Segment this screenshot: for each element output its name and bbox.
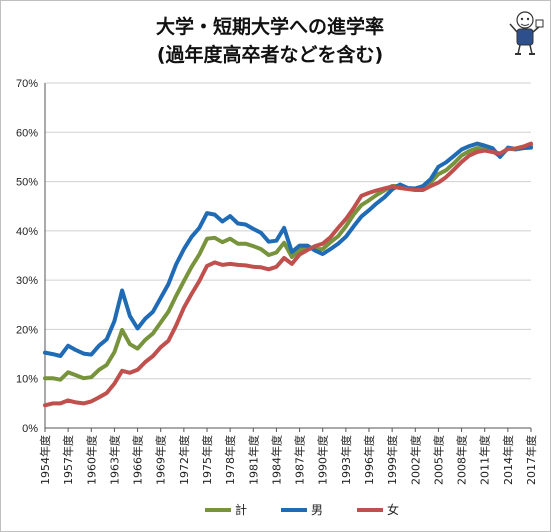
x-tick-label: 1981年度: [246, 435, 260, 485]
x-tick-label: 1987年度: [293, 435, 307, 485]
y-tick-label: 20%: [16, 324, 38, 336]
x-tick-label: 1960年度: [84, 435, 98, 485]
y-axis-ticks: 0% 10% 20% 30% 40% 50% 60% 70%: [16, 78, 38, 435]
y-tick-label: 50%: [16, 177, 38, 189]
mascot-icon: [509, 11, 544, 55]
x-tick-label: 1966年度: [131, 435, 145, 485]
x-axis-ticks: 1954年度 1957年度 1960年度 1963年度 1966年度 1969年度 1972…: [38, 428, 538, 485]
x-tick-label: 2005年度: [431, 435, 445, 485]
legend: 計男女: [205, 502, 399, 517]
x-tick-label: 2011年度: [478, 435, 492, 485]
x-tick-label: 1975年度: [200, 435, 214, 485]
x-tick-label: 1969年度: [154, 435, 168, 485]
x-tick-label: 1963年度: [107, 435, 121, 485]
x-tick-label: 1957年度: [61, 435, 75, 485]
x-tick-label: 2014年度: [501, 435, 515, 485]
axes: [44, 83, 531, 429]
y-tick-label: 30%: [16, 275, 38, 287]
series-line-1: [43, 141, 533, 358]
legend-label: 女: [387, 502, 399, 517]
x-tick-label: 2008年度: [455, 435, 469, 485]
gridlines: [45, 82, 531, 380]
legend-label: 計: [235, 502, 247, 517]
x-tick-label: 1972年度: [177, 435, 191, 485]
x-tick-label: 1954年度: [38, 435, 52, 485]
series-line-2: [43, 141, 533, 408]
x-tick-label: 1978年度: [223, 435, 237, 485]
x-tick-label: 1990年度: [316, 435, 330, 485]
legend-label: 男: [311, 503, 323, 517]
y-tick-label: 10%: [16, 374, 38, 386]
chart-title: 大学・短期大学への進学率: [156, 15, 384, 38]
x-tick-label: 1984年度: [269, 435, 283, 485]
x-tick-label: 1996年度: [362, 435, 376, 485]
x-tick-label: 2017年度: [524, 435, 538, 485]
x-tick-label: 1999年度: [385, 435, 399, 485]
x-tick-label: 1993年度: [339, 435, 353, 485]
y-tick-label: 40%: [16, 226, 38, 238]
y-tick-label: 60%: [16, 127, 38, 139]
y-tick-label: 0%: [22, 423, 38, 435]
series-lines: [43, 141, 533, 408]
y-tick-label: 70%: [16, 78, 38, 90]
chart-subtitle: (過年度高卒者などを含む): [157, 43, 383, 66]
series-line-0: [43, 143, 533, 382]
x-tick-label: 2002年度: [408, 435, 422, 485]
